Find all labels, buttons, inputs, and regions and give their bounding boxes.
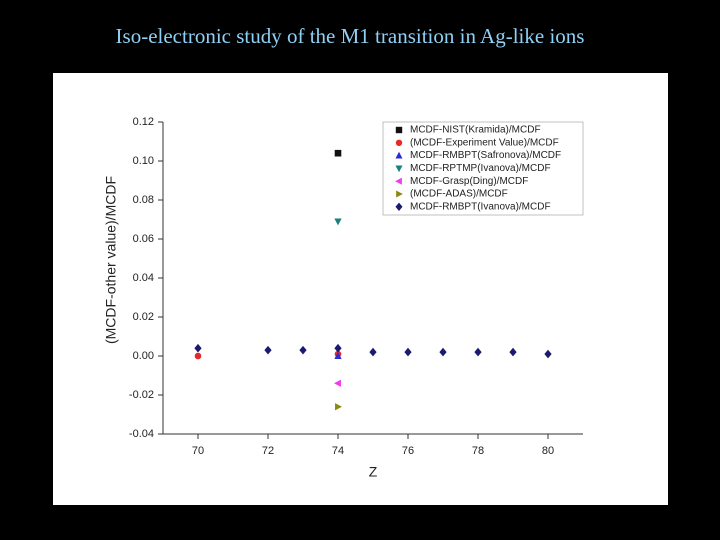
y-tick-label: 0.06 bbox=[133, 233, 154, 245]
legend-marker bbox=[395, 177, 402, 185]
chart-panel bbox=[53, 73, 668, 505]
data-point bbox=[369, 347, 377, 357]
data-point bbox=[334, 379, 341, 387]
data-point bbox=[404, 347, 412, 357]
y-tick-label: 0.12 bbox=[133, 116, 154, 128]
data-point bbox=[194, 343, 202, 353]
legend-marker bbox=[395, 151, 403, 159]
y-tick-label: -0.04 bbox=[129, 428, 154, 440]
y-tick-label: -0.02 bbox=[129, 389, 154, 401]
slide-title: Iso-electronic study of the M1 transitio… bbox=[116, 24, 585, 48]
x-tick-label: 76 bbox=[402, 445, 414, 457]
legend-box bbox=[382, 121, 584, 216]
x-tick-label: 70 bbox=[192, 445, 204, 457]
data-point bbox=[544, 349, 552, 359]
data-point bbox=[509, 347, 517, 357]
data-point bbox=[334, 149, 342, 157]
legend-label: MCDF-RMBPT(Ivanova)/MCDF bbox=[410, 201, 551, 212]
y-tick-label: 0.08 bbox=[133, 194, 154, 206]
y-tick-label: 0.02 bbox=[133, 311, 154, 323]
data-point bbox=[264, 345, 272, 355]
x-tick-label: 72 bbox=[262, 445, 274, 457]
legend-label: MCDF-Grasp(Ding)/MCDF bbox=[410, 176, 528, 187]
data-point bbox=[194, 352, 202, 360]
y-tick-label: 0.10 bbox=[133, 155, 154, 167]
y-axis-label: (MCDF-other value)/MCDF bbox=[103, 176, 119, 344]
legend-marker bbox=[396, 190, 403, 198]
y-tick-label: 0.00 bbox=[133, 350, 154, 362]
legend-label: (MCDF-Experiment Value)/MCDF bbox=[410, 137, 559, 148]
data-point bbox=[334, 343, 342, 353]
legend-marker bbox=[395, 165, 403, 173]
data-point bbox=[474, 347, 482, 357]
legend-marker bbox=[395, 139, 403, 147]
legend-label: MCDF-RMBPT(Safronova)/MCDF bbox=[410, 150, 561, 161]
data-point bbox=[334, 218, 342, 226]
data-point bbox=[299, 345, 307, 355]
x-tick-label: 74 bbox=[332, 445, 344, 457]
legend-marker bbox=[395, 126, 403, 134]
legend-label: MCDF-NIST(Kramida)/MCDF bbox=[410, 125, 541, 136]
data-point bbox=[334, 352, 342, 359]
legend-marker bbox=[395, 202, 403, 211]
x-axis-label: Z bbox=[369, 464, 378, 480]
data-point bbox=[439, 347, 447, 357]
y-tick-label: 0.04 bbox=[133, 272, 154, 284]
x-tick-label: 80 bbox=[542, 445, 554, 457]
legend-label: MCDF-RPTMP(Ivanova)/MCDF bbox=[410, 163, 551, 174]
x-tick-label: 78 bbox=[472, 445, 484, 457]
data-point bbox=[335, 403, 342, 411]
legend-label: (MCDF-ADAS)/MCDF bbox=[410, 189, 508, 200]
